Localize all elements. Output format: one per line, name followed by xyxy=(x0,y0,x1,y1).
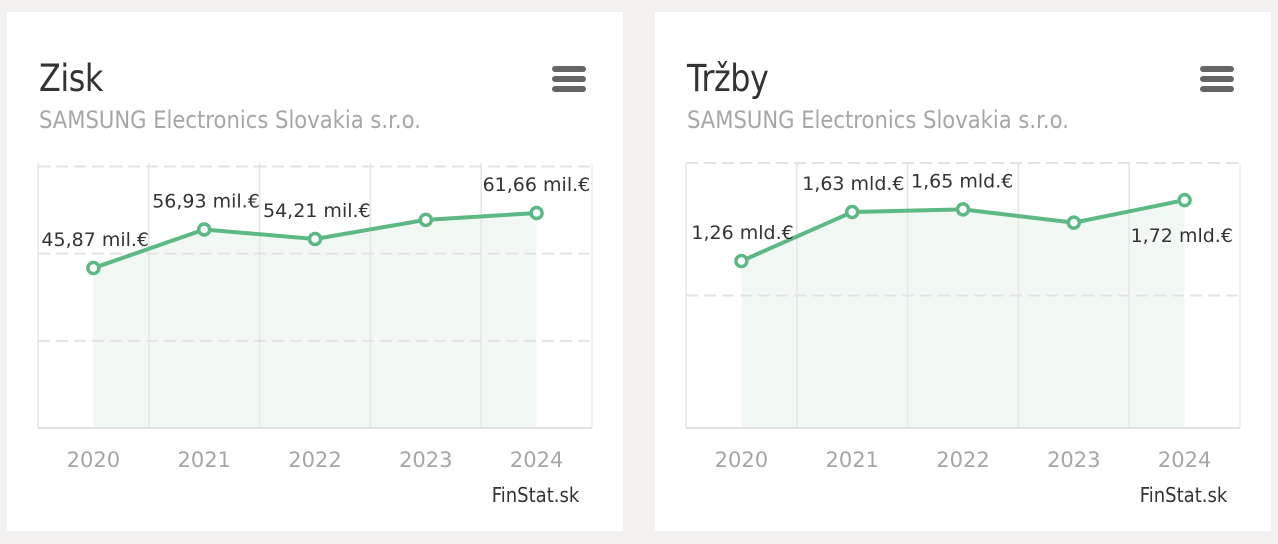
x-axis-label: 2021 xyxy=(177,448,230,472)
data-point-marker[interactable] xyxy=(307,231,323,247)
data-label: 1,26 mld.€ xyxy=(691,222,793,244)
data-point-marker[interactable] xyxy=(844,204,860,220)
chart-card-zisk: Zisk SAMSUNG Electronics Slovakia s.r.o.… xyxy=(7,12,623,531)
data-label: 1,65 mld.€ xyxy=(911,170,1013,192)
x-axis-label: 2023 xyxy=(1047,448,1100,472)
data-point-marker[interactable] xyxy=(86,260,101,276)
hamburger-menu-icon[interactable] xyxy=(552,66,586,92)
area-fill xyxy=(93,213,537,428)
chart-title: Zisk xyxy=(39,57,103,100)
data-label: 1,63 mld.€ xyxy=(802,173,904,195)
data-point-marker[interactable] xyxy=(734,253,749,269)
x-axis-label: 2024 xyxy=(510,448,563,472)
x-axis-label: 2021 xyxy=(825,448,878,472)
line-chart-trzby: 1,26 mld.€ 1,63 mld.€ 1,65 mld.€ 1,72 mld.€… xyxy=(685,162,1241,472)
x-axis-label: 2024 xyxy=(1158,448,1211,472)
data-label: 1,72 mld.€ xyxy=(1131,225,1233,247)
x-axis-label: 2022 xyxy=(936,448,989,472)
data-label: 61,66 mil.€ xyxy=(483,174,591,196)
line-chart-zisk: 45,87 mil.€56,93 mil.€ 54,21 mil.€ 61,66 m… xyxy=(37,163,593,472)
chart-title: Tržby xyxy=(687,57,769,100)
data-point-marker[interactable] xyxy=(1177,192,1192,208)
x-axis-label: 2020 xyxy=(715,448,768,472)
plot-area: 1,26 mld.€ 1,63 mld.€ 1,65 mld.€ 1,72 mld.€… xyxy=(685,162,1241,472)
finstat-credit-link[interactable]: FinStat.sk xyxy=(491,483,579,507)
data-point-marker[interactable] xyxy=(529,205,544,221)
hamburger-menu-icon[interactable] xyxy=(1200,66,1234,92)
data-label: 54,21 mil.€ xyxy=(263,200,371,222)
finstat-credit-link[interactable]: FinStat.sk xyxy=(1139,483,1227,507)
data-point-marker[interactable] xyxy=(418,212,434,228)
area-fill xyxy=(741,200,1185,428)
data-label: 56,93 mil.€ xyxy=(152,190,260,212)
data-point-marker[interactable] xyxy=(955,202,971,217)
chart-subtitle: SAMSUNG Electronics Slovakia s.r.o. xyxy=(39,106,421,134)
plot-area: 45,87 mil.€56,93 mil.€ 54,21 mil.€ 61,66 m… xyxy=(37,163,593,472)
data-point-marker[interactable] xyxy=(1066,215,1082,230)
data-point-marker[interactable] xyxy=(196,222,212,237)
data-label: 45,87 mil.€ xyxy=(41,229,149,251)
x-axis-label: 2020 xyxy=(67,448,120,472)
chart-card-trzby: Tržby SAMSUNG Electronics Slovakia s.r.o… xyxy=(655,12,1271,531)
x-axis-label: 2023 xyxy=(399,448,452,472)
chart-subtitle: SAMSUNG Electronics Slovakia s.r.o. xyxy=(687,106,1069,134)
x-axis-label: 2022 xyxy=(288,448,341,472)
